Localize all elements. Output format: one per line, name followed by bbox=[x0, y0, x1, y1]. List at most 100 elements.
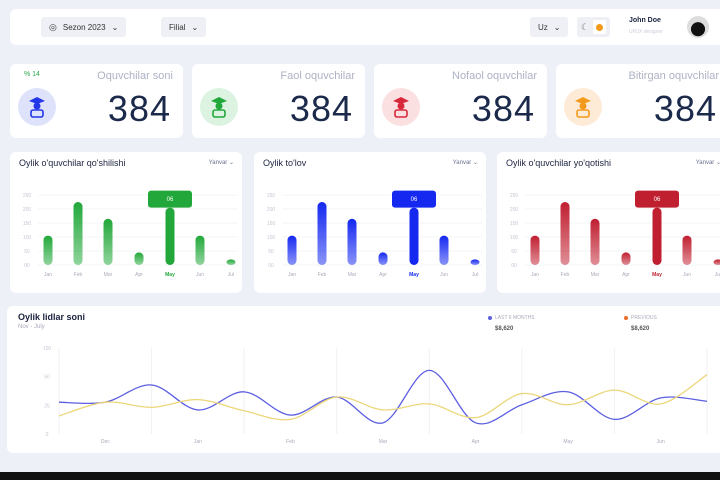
avatar[interactable] bbox=[687, 16, 709, 38]
student-icon bbox=[18, 88, 56, 126]
x-tick-label: Jul bbox=[472, 272, 478, 278]
user-name: John Doe bbox=[629, 17, 661, 24]
y-tick-label: 150 bbox=[510, 221, 519, 227]
x-tick-label: May bbox=[165, 272, 175, 278]
bar-jul[interactable] bbox=[470, 259, 480, 265]
x-tick-label: Feb bbox=[561, 272, 570, 278]
y-tick-label: 00 bbox=[24, 263, 30, 269]
bar-mar[interactable] bbox=[347, 218, 357, 265]
chart-title: Oylik o'quvchilar yo'qotishi bbox=[506, 158, 611, 168]
y-tick-label: 25 bbox=[44, 403, 50, 409]
bar-jan[interactable] bbox=[43, 235, 53, 265]
bar-may[interactable] bbox=[165, 207, 175, 265]
x-tick-label: Mar bbox=[591, 272, 600, 278]
season-select[interactable]: ◎ Sezon 2023 ⌄ bbox=[41, 17, 127, 37]
bar-mar[interactable] bbox=[590, 218, 600, 265]
trend-badge: % 14 bbox=[24, 71, 40, 78]
stat-title: Nofaol oquvchilar bbox=[452, 70, 537, 82]
bar-may[interactable] bbox=[652, 207, 662, 265]
x-tick-label: Mar bbox=[379, 439, 388, 445]
y-tick-label: 200 bbox=[267, 207, 276, 213]
bar-jan[interactable] bbox=[530, 235, 540, 265]
chevron-down-icon: ⌄ bbox=[111, 22, 119, 32]
branch-select[interactable]: Filial ⌄ bbox=[161, 17, 207, 37]
chart-title: Oylik lidlar soni bbox=[18, 312, 86, 322]
chart-title: Oylik o'quvchilar qo'shilishi bbox=[19, 158, 126, 168]
bar-jan[interactable] bbox=[287, 235, 297, 265]
month-select[interactable]: Yanvar ⌄ bbox=[696, 159, 720, 166]
stat-title: Faol oquvchilar bbox=[280, 70, 355, 82]
bar-apr[interactable] bbox=[378, 252, 388, 265]
bar-apr[interactable] bbox=[134, 252, 144, 265]
y-tick-label: 150 bbox=[267, 221, 276, 227]
x-tick-label: Jan bbox=[531, 272, 539, 278]
x-tick-label: Dec bbox=[101, 439, 110, 445]
legend-previous: PREVIOUS bbox=[624, 315, 657, 321]
bar-feb[interactable] bbox=[560, 202, 570, 265]
bar-jun[interactable] bbox=[195, 235, 205, 265]
y-tick-label: 100 bbox=[43, 346, 52, 352]
y-tick-label: 0 bbox=[46, 432, 49, 438]
x-tick-label: Jun bbox=[657, 439, 665, 445]
season-label: Sezon 2023 bbox=[62, 22, 106, 32]
legend-last: LAST 6 MONTHS bbox=[488, 315, 535, 321]
x-tick-label: Apr bbox=[622, 272, 630, 278]
stat-value: 384 bbox=[289, 88, 353, 129]
graduate-icon bbox=[564, 88, 602, 126]
bar-may[interactable] bbox=[409, 207, 419, 265]
y-tick-label: 50 bbox=[268, 249, 274, 255]
theme-toggle[interactable]: ☾ bbox=[577, 17, 611, 37]
x-tick-label: Feb bbox=[286, 439, 295, 445]
bar-feb[interactable] bbox=[73, 202, 83, 265]
y-tick-label: 100 bbox=[510, 235, 519, 241]
chevron-down-icon: ⌄ bbox=[472, 160, 478, 166]
stat-card: Bitirgan oquvchilar 384 bbox=[556, 64, 720, 138]
legend-label: LAST 6 MONTHS bbox=[495, 315, 535, 321]
y-tick-label: 150 bbox=[23, 221, 32, 227]
user-role: UI/UX designer bbox=[629, 29, 663, 35]
y-tick-label: 250 bbox=[510, 193, 519, 199]
y-tick-label: 50 bbox=[511, 249, 517, 255]
language-select[interactable]: Uz ⌄ bbox=[530, 17, 569, 37]
month-select[interactable]: Yanvar ⌄ bbox=[453, 159, 478, 166]
x-tick-label: Apr bbox=[472, 439, 480, 445]
stat-value: 384 bbox=[107, 88, 171, 129]
series-line-previous bbox=[58, 374, 708, 421]
tooltip-value: 06 bbox=[411, 197, 418, 203]
bar-jul[interactable] bbox=[226, 259, 236, 265]
top-header: ◎ Sezon 2023 ⌄ Filial ⌄ Uz ⌄ ☾ John Doe … bbox=[10, 9, 720, 45]
x-tick-label: Mar bbox=[104, 272, 113, 278]
bar-tooltip bbox=[148, 190, 192, 208]
bar-chart-card: Oylik o'quvchilar yo'qotishi Yanvar ⌄ 00 5… bbox=[497, 152, 720, 293]
line-chart-plot: 0 25 50 100 Dec Jan Feb Mar Apr May Jun bbox=[43, 346, 708, 445]
x-tick-label: Jul bbox=[715, 272, 720, 278]
month-select-label: Yanvar bbox=[695, 160, 715, 166]
month-select-label: Yanvar bbox=[452, 160, 472, 166]
y-tick-label: 00 bbox=[511, 263, 517, 269]
student-inactive-icon bbox=[382, 88, 420, 126]
series-line-last-6-months bbox=[58, 369, 708, 425]
stat-card: Faol oquvchilar 384 bbox=[192, 64, 365, 138]
stat-card: Nofaol oquvchilar 384 bbox=[374, 64, 547, 138]
chart-title: Oylik to'lov bbox=[263, 158, 307, 168]
bar-jun[interactable] bbox=[439, 235, 449, 265]
x-tick-label: May bbox=[409, 272, 419, 278]
x-tick-label: Jul bbox=[228, 272, 234, 278]
bar-jul[interactable] bbox=[713, 259, 720, 265]
x-tick-label: Jan bbox=[194, 439, 202, 445]
y-tick-label: 50 bbox=[44, 375, 50, 381]
chart-subtitle: Nov - July bbox=[18, 324, 45, 330]
month-select[interactable]: Yanvar ⌄ bbox=[209, 159, 234, 166]
x-tick-label: Apr bbox=[135, 272, 143, 278]
bar-apr[interactable] bbox=[621, 252, 631, 265]
bar-jun[interactable] bbox=[682, 235, 692, 265]
x-tick-label: Apr bbox=[379, 272, 387, 278]
y-tick-label: 200 bbox=[23, 207, 32, 213]
bar-mar[interactable] bbox=[103, 218, 113, 265]
x-tick-label: May bbox=[652, 272, 662, 278]
chevron-down-icon: ⌄ bbox=[553, 22, 561, 32]
y-tick-label: 00 bbox=[268, 263, 274, 269]
bar-feb[interactable] bbox=[317, 202, 327, 265]
x-tick-label: Jun bbox=[440, 272, 448, 278]
leads-line-chart-card: Oylik lidlar soni Nov - July LAST 6 MONT… bbox=[7, 306, 720, 453]
